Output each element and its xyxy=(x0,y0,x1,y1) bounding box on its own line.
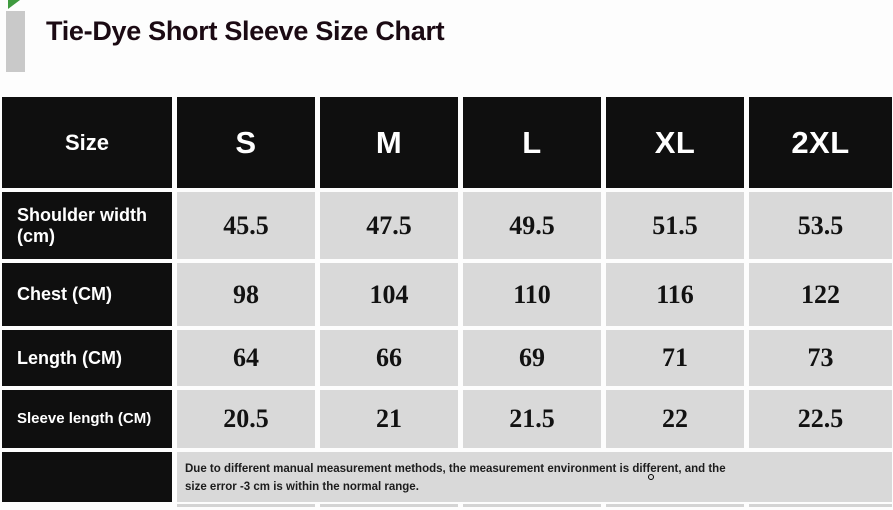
shoulder-width-m: 47.5 xyxy=(320,192,458,259)
sleeve-length-xl: 22 xyxy=(606,390,744,448)
stray-dot-mark xyxy=(648,474,654,480)
length-s: 64 xyxy=(177,330,315,386)
sleeve-length-l: 21.5 xyxy=(463,390,601,448)
shoulder-width-2xl: 53.5 xyxy=(749,192,892,259)
length-2xl: 73 xyxy=(749,330,892,386)
chest-2xl: 122 xyxy=(749,263,892,326)
chest-xl: 116 xyxy=(606,263,744,326)
row-label-length: Length (CM) xyxy=(2,330,172,386)
cutoff-sliver xyxy=(320,504,458,507)
row-label-chest: Chest (CM) xyxy=(2,263,172,326)
cutoff-row-slivers xyxy=(177,504,892,507)
cutoff-sliver xyxy=(606,504,744,507)
header-cell-2xl: 2XL xyxy=(749,97,892,188)
header-cell-xl: XL xyxy=(606,97,744,188)
size-table: Size S M L XL 2XL Shoulder width (cm) 45… xyxy=(2,97,892,502)
length-l: 69 xyxy=(463,330,601,386)
page-title: Tie-Dye Short Sleeve Size Chart xyxy=(46,16,445,46)
row-label-sleeve-length: Sleeve length (CM) xyxy=(2,390,172,448)
green-corner-mark xyxy=(8,0,20,9)
chest-l: 110 xyxy=(463,263,601,326)
header-cell-l: L xyxy=(463,97,601,188)
chest-s: 98 xyxy=(177,263,315,326)
cutoff-sliver xyxy=(177,504,315,507)
header-cell-s: S xyxy=(177,97,315,188)
measurement-note-line-2: size error -3 cm is within the normal ra… xyxy=(185,480,419,493)
chest-m: 104 xyxy=(320,263,458,326)
measurement-note: Due to different manual measurement meth… xyxy=(177,452,892,502)
header-cell-m: M xyxy=(320,97,458,188)
sleeve-length-m: 21 xyxy=(320,390,458,448)
sleeve-length-s: 20.5 xyxy=(177,390,315,448)
shoulder-width-xl: 51.5 xyxy=(606,192,744,259)
sleeve-length-2xl: 22.5 xyxy=(749,390,892,448)
shoulder-width-s: 45.5 xyxy=(177,192,315,259)
header-cell-size: Size xyxy=(2,97,172,188)
length-xl: 71 xyxy=(606,330,744,386)
cutoff-sliver xyxy=(749,504,892,507)
measurement-note-line-1: Due to different manual measurement meth… xyxy=(185,463,726,475)
note-spacer-cell xyxy=(2,452,172,502)
row-label-shoulder-width: Shoulder width (cm) xyxy=(2,192,172,259)
cutoff-sliver xyxy=(463,504,601,507)
length-m: 66 xyxy=(320,330,458,386)
title-accent-bar xyxy=(6,11,25,72)
shoulder-width-l: 49.5 xyxy=(463,192,601,259)
